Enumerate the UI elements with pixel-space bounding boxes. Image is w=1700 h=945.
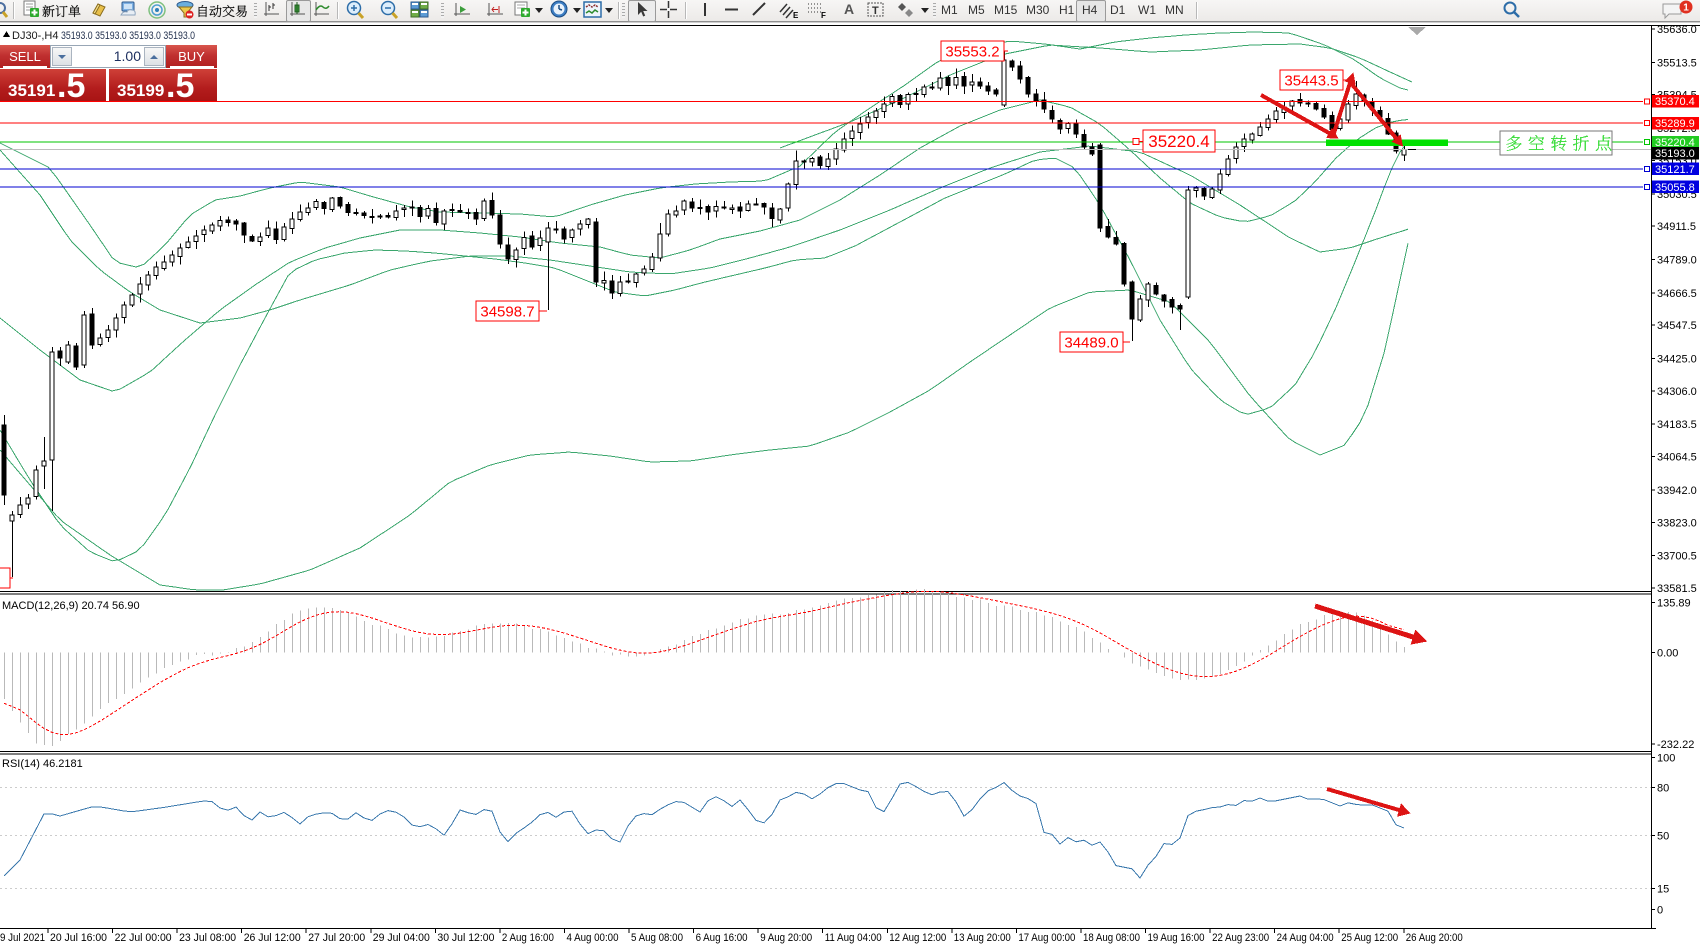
svg-text:35443.5: 35443.5 — [1284, 72, 1338, 89]
svg-text:27 Jul 20:00: 27 Jul 20:00 — [308, 932, 365, 944]
svg-text:34666.5: 34666.5 — [1657, 288, 1697, 300]
svg-text:80: 80 — [1657, 783, 1669, 795]
svg-text:-232.22: -232.22 — [1657, 739, 1694, 751]
svg-text:34911.5: 34911.5 — [1657, 221, 1696, 233]
svg-text:34306.0: 34306.0 — [1657, 386, 1697, 398]
svg-text:6 Aug 16:00: 6 Aug 16:00 — [696, 932, 748, 944]
svg-text:DJ30-,H4: DJ30-,H4 — [12, 30, 58, 42]
svg-text:9 Aug 20:00: 9 Aug 20:00 — [760, 932, 812, 944]
svg-text:RSI(14) 46.2181: RSI(14) 46.2181 — [2, 758, 83, 770]
svg-text:34425.0: 34425.0 — [1657, 354, 1697, 366]
svg-text:20 Jul 16:00: 20 Jul 16:00 — [50, 932, 107, 944]
svg-text:34598.7: 34598.7 — [480, 303, 534, 320]
svg-text:T: T — [872, 5, 879, 17]
svg-text:E: E — [793, 11, 799, 20]
svg-text:35121.7: 35121.7 — [1655, 164, 1695, 176]
svg-text:135.89: 135.89 — [1657, 598, 1691, 610]
svg-text:9 Jul 2021: 9 Jul 2021 — [0, 932, 45, 944]
svg-text:34064.5: 34064.5 — [1657, 452, 1697, 464]
svg-text:17 Aug 00:00: 17 Aug 00:00 — [1018, 932, 1075, 944]
svg-text:35055.8: 35055.8 — [1655, 182, 1695, 194]
svg-text:4 Aug 00:00: 4 Aug 00:00 — [567, 932, 619, 944]
svg-text:MACD(12,26,9) 20.74 56.90: MACD(12,26,9) 20.74 56.90 — [2, 600, 140, 612]
svg-text:22 Jul 00:00: 22 Jul 00:00 — [115, 932, 172, 944]
svg-text:30 Jul 12:00: 30 Jul 12:00 — [437, 932, 494, 944]
svg-text:5 Aug 08:00: 5 Aug 08:00 — [631, 932, 683, 944]
svg-text:0: 0 — [1657, 905, 1663, 917]
svg-text:19 Aug 16:00: 19 Aug 16:00 — [1148, 932, 1205, 944]
svg-text:34789.0: 34789.0 — [1657, 255, 1697, 267]
svg-text:24 Aug 04:00: 24 Aug 04:00 — [1277, 932, 1334, 944]
svg-text:35553.2: 35553.2 — [945, 43, 999, 60]
svg-text:35370.4: 35370.4 — [1655, 96, 1695, 108]
svg-text:0.00: 0.00 — [1657, 647, 1678, 659]
svg-text:12 Aug 12:00: 12 Aug 12:00 — [889, 932, 946, 944]
svg-text:33823.0: 33823.0 — [1657, 517, 1697, 529]
svg-text:34183.5: 34183.5 — [1657, 419, 1697, 431]
svg-text:29 Jul 04:00: 29 Jul 04:00 — [373, 932, 430, 944]
svg-text:35193.0 35193.0 35193.0 35193.: 35193.0 35193.0 35193.0 35193.0 — [61, 30, 195, 42]
svg-text:34547.5: 34547.5 — [1657, 320, 1697, 332]
svg-text:26 Jul 12:00: 26 Jul 12:00 — [244, 932, 301, 944]
svg-text:35513.5: 35513.5 — [1657, 57, 1697, 69]
svg-text:33700.5: 33700.5 — [1657, 551, 1697, 563]
svg-text:25 Aug 12:00: 25 Aug 12:00 — [1341, 932, 1398, 944]
svg-text:1: 1 — [1683, 3, 1689, 14]
svg-text:11 Aug 04:00: 11 Aug 04:00 — [825, 932, 882, 944]
svg-text:33581.5: 33581.5 — [1657, 583, 1697, 595]
svg-text:100: 100 — [1657, 753, 1675, 765]
svg-text:F: F — [821, 11, 826, 20]
svg-text:50: 50 — [1657, 831, 1669, 843]
svg-text:35636.0: 35636.0 — [1657, 24, 1697, 36]
svg-text:35193.0: 35193.0 — [1655, 148, 1695, 160]
svg-text:33942.0: 33942.0 — [1657, 485, 1697, 497]
svg-text:35289.9: 35289.9 — [1655, 118, 1695, 130]
svg-text:13 Aug 20:00: 13 Aug 20:00 — [954, 932, 1011, 944]
svg-text:18 Aug 08:00: 18 Aug 08:00 — [1083, 932, 1140, 944]
svg-text:2 Aug 16:00: 2 Aug 16:00 — [502, 932, 554, 944]
svg-text:35220.4: 35220.4 — [1148, 132, 1209, 151]
svg-text:34489.0: 34489.0 — [1064, 334, 1118, 351]
svg-text:15: 15 — [1657, 884, 1669, 896]
svg-text:26 Aug 20:00: 26 Aug 20:00 — [1406, 932, 1463, 944]
svg-text:35220.4: 35220.4 — [1655, 137, 1695, 149]
svg-text:23 Jul 08:00: 23 Jul 08:00 — [179, 932, 236, 944]
svg-text:22 Aug 23:00: 22 Aug 23:00 — [1212, 932, 1269, 944]
